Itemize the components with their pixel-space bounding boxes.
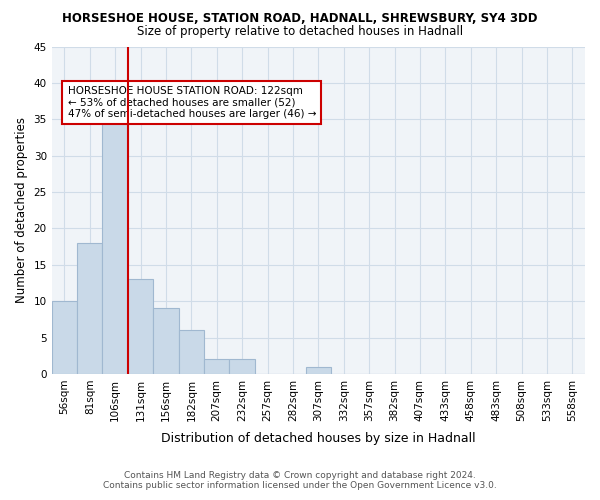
Y-axis label: Number of detached properties: Number of detached properties (15, 117, 28, 303)
Bar (204, 360, 229, 374)
Bar (179, 330, 204, 374)
Text: Size of property relative to detached houses in Hadnall: Size of property relative to detached ho… (137, 25, 463, 38)
Bar (153, 308, 179, 374)
Text: Contains HM Land Registry data © Crown copyright and database right 2024.
Contai: Contains HM Land Registry data © Crown c… (103, 470, 497, 490)
Bar (103, 104, 128, 374)
Bar (52, 301, 77, 374)
Text: HORSESHOE HOUSE STATION ROAD: 122sqm
← 53% of detached houses are smaller (52)
4: HORSESHOE HOUSE STATION ROAD: 122sqm ← 5… (68, 86, 316, 119)
Text: HORSESHOE HOUSE, STATION ROAD, HADNALL, SHREWSBURY, SY4 3DD: HORSESHOE HOUSE, STATION ROAD, HADNALL, … (62, 12, 538, 26)
Bar (77, 243, 103, 374)
Bar (128, 280, 153, 374)
Bar (229, 360, 255, 374)
Bar (305, 366, 331, 374)
X-axis label: Distribution of detached houses by size in Hadnall: Distribution of detached houses by size … (161, 432, 476, 445)
